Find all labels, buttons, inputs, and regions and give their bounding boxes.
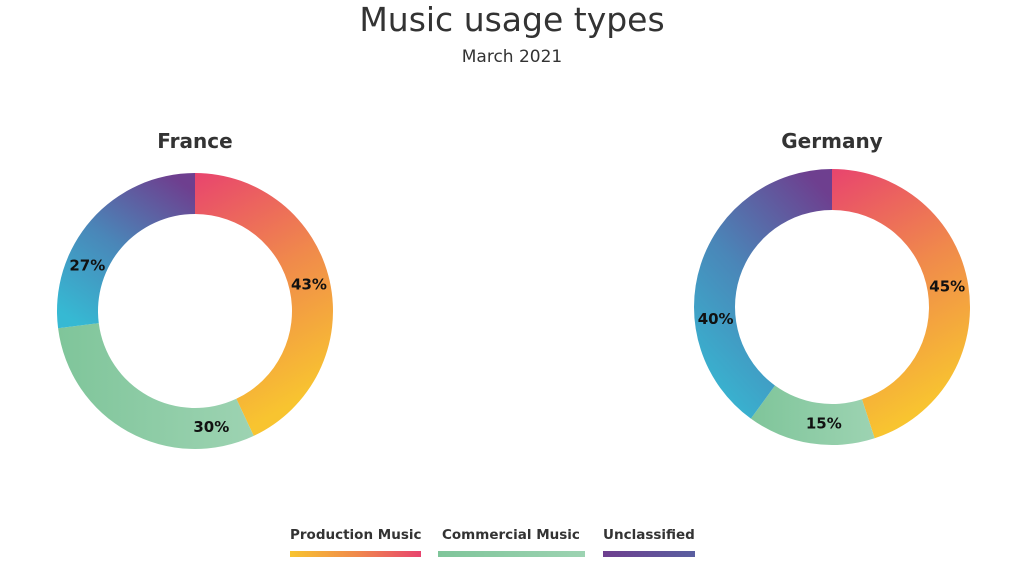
legend-label: Unclassified xyxy=(603,527,695,543)
legend-swatch-unclassified xyxy=(603,551,695,557)
legend-item-commercial: Commercial Music xyxy=(438,527,585,557)
chart-subtitle: March 2021 xyxy=(461,47,563,67)
data-label: 43% xyxy=(291,276,327,294)
donut-segment-unclassified xyxy=(56,173,195,329)
chart-title: Music usage types xyxy=(359,0,665,39)
data-label: 27% xyxy=(69,256,105,274)
donut-segment-production-music xyxy=(195,173,333,436)
data-label: 45% xyxy=(929,278,965,296)
legend-swatch-commercial xyxy=(438,551,585,557)
data-label: 15% xyxy=(806,415,842,433)
donut-title: Germany xyxy=(781,129,882,153)
legend-item-production: Production Music xyxy=(290,527,422,557)
legend-swatch-production xyxy=(290,551,421,557)
legend-label: Production Music xyxy=(290,527,422,543)
data-label: 40% xyxy=(698,310,734,328)
legend-label: Commercial Music xyxy=(442,527,580,543)
donut-title: France xyxy=(157,129,232,153)
donut-segment-production-music xyxy=(832,169,970,439)
donut-segment-commercial-music xyxy=(750,385,875,445)
data-label: 30% xyxy=(193,418,229,436)
legend-item-unclassified: Unclassified xyxy=(603,527,695,557)
donut-segment-unclassified xyxy=(694,169,832,419)
donut-segment-commercial-music xyxy=(58,323,254,449)
